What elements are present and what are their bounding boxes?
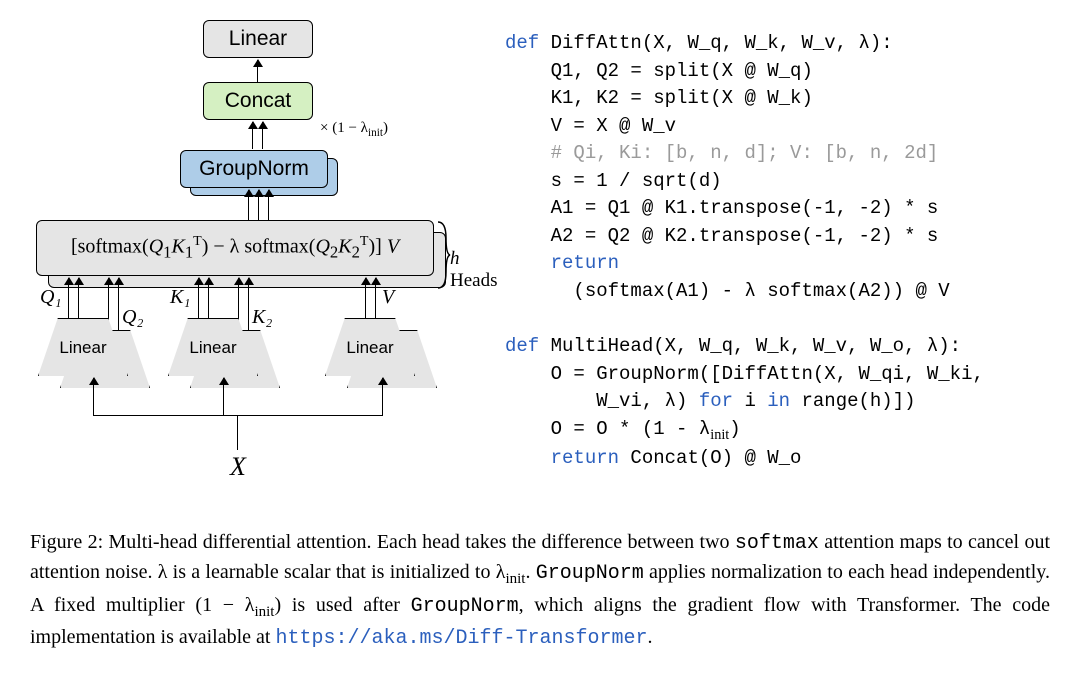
connector-line [93, 415, 383, 416]
linear-trap-v: Linear [325, 318, 415, 376]
k1-label: K₁ [170, 286, 190, 309]
connector-line [237, 415, 238, 450]
arrow [208, 278, 209, 318]
arrow [262, 122, 263, 149]
arrow [268, 190, 269, 220]
arrow [223, 378, 224, 388]
arrow [258, 190, 259, 220]
q2-label: Q₂ [122, 306, 143, 329]
arrow [248, 190, 249, 220]
arrow [252, 122, 253, 149]
connector-line [93, 388, 94, 415]
linear-trap-q: Linear [38, 318, 128, 376]
arrow [365, 278, 366, 318]
v-label: V [382, 286, 394, 309]
architecture-diagram: Linear Concat × (1 − λinit) GroupNorm [s… [30, 20, 475, 500]
arrow [198, 278, 199, 318]
arrow [93, 378, 94, 388]
attention-formula-box: [softmax(Q1K1T) − λ softmax(Q2K2T)] V [36, 220, 434, 276]
heads-label: h Heads [450, 248, 497, 292]
groupnorm-box: GroupNorm [180, 150, 328, 188]
figure-caption: Figure 2: Multi-head differential attent… [30, 528, 1050, 653]
linear-top-box: Linear [203, 20, 313, 58]
arrow [382, 378, 383, 388]
linear-trap-k: Linear [168, 318, 258, 376]
code-link[interactable]: https://aka.ms/Diff-Transformer [275, 627, 647, 650]
arrow [78, 278, 79, 318]
x-input-label: X [230, 452, 246, 482]
arrow [68, 278, 69, 318]
concat-box: Concat [203, 82, 313, 120]
arrow [257, 60, 258, 82]
arrow [375, 278, 376, 318]
arrow [248, 278, 249, 333]
multiplier-annotation: × (1 − λinit) [320, 120, 388, 139]
connector-line [223, 388, 224, 415]
pseudocode-block: def DiffAttn(X, W_q, W_k, W_v, λ): Q1, Q… [505, 20, 1050, 473]
k2-label: K₂ [252, 306, 272, 329]
connector-line [382, 388, 383, 415]
arrow [118, 278, 119, 333]
q1-label: Q₁ [40, 286, 61, 309]
